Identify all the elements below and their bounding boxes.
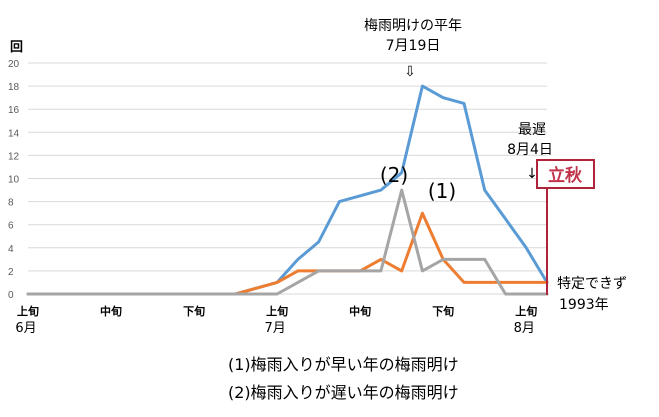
y-tick-label: 4 — [8, 244, 14, 255]
y-tick-label: 2 — [8, 267, 14, 278]
latest-date: 8月4日 — [507, 142, 553, 158]
undetermined-label: 特定できず — [557, 276, 627, 292]
month-label: 7月 — [264, 321, 285, 336]
series-label-1: (1) — [428, 179, 456, 203]
risshu-label: 立秋 — [548, 165, 583, 186]
month-label: 6月 — [15, 321, 36, 336]
risshu-box — [536, 159, 595, 189]
x-tick-label: 上旬 — [515, 304, 537, 318]
legend-line-late: (2)梅雨入りが遅い年の梅雨明け — [228, 383, 459, 402]
undetermined-year: 1993年 — [559, 297, 609, 313]
series-label-2: (2) — [380, 163, 408, 187]
grid-lines — [28, 62, 547, 295]
series-line-normal — [26, 84, 549, 296]
x-tick-label: 下旬 — [432, 304, 454, 318]
y-tick-label: 6 — [8, 221, 14, 232]
series-line-late — [26, 188, 549, 296]
normal-end-title: 梅雨明けの平年 — [364, 18, 462, 34]
y-tick-label: 0 — [8, 290, 14, 301]
x-tick-label: 上旬 — [266, 304, 288, 318]
y-tick-label: 20 — [8, 59, 20, 70]
series-line-early — [26, 211, 549, 296]
y-tick-label: 10 — [8, 175, 20, 186]
x-tick-label: 中旬 — [100, 304, 122, 318]
x-axis-ticks: 上旬 中旬 下旬 上旬 中旬 下旬 上旬 6月 7月 8月 — [15, 304, 537, 336]
x-tick-label: 中旬 — [349, 304, 371, 318]
y-tick-label: 12 — [8, 151, 20, 162]
y-tick-label: 16 — [8, 105, 20, 116]
normal-end-date: 7月19日 — [386, 38, 441, 54]
y-axis-ticks: 0 2 4 6 8 10 12 14 16 18 20 — [8, 59, 20, 301]
x-tick-label: 上旬 — [17, 304, 39, 318]
latest-arrow-icon: ↓ — [526, 166, 538, 182]
y-tick-label: 14 — [8, 128, 20, 139]
normal-end-arrow-icon: ⇩ — [404, 64, 416, 80]
month-label: 8月 — [514, 321, 535, 336]
latest-title: 最遅 — [518, 122, 546, 138]
x-tick-label: 下旬 — [183, 304, 205, 318]
y-tick-label: 8 — [8, 198, 14, 209]
series-lines — [26, 84, 549, 296]
y-tick-label: 18 — [8, 82, 20, 93]
y-axis-label: 回 — [10, 40, 23, 55]
legend-line-early: (1)梅雨入りが早い年の梅雨明け — [228, 355, 459, 374]
